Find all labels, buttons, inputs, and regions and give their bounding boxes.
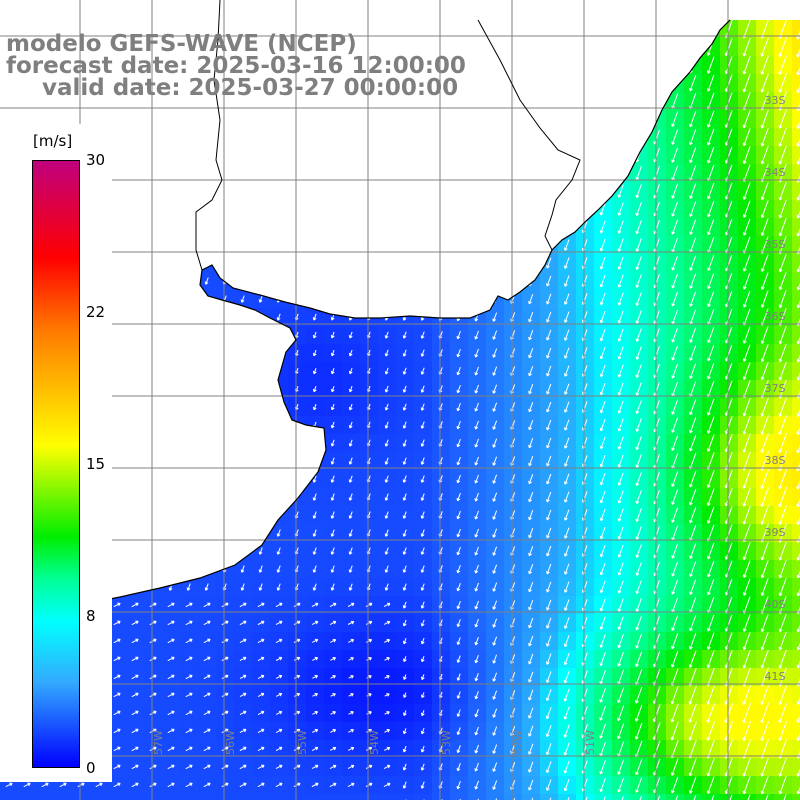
lat-label: 40S	[765, 598, 786, 611]
lon-label: 57W	[152, 730, 165, 755]
lat-label: 37S	[765, 382, 786, 395]
lat-label: 33S	[765, 94, 786, 107]
lon-label: 55W	[296, 730, 309, 755]
colorbar-label-0: 0	[86, 759, 96, 777]
lat-label: 38S	[765, 454, 786, 467]
lon-label: 52W	[512, 730, 525, 755]
colorbar-label-8: 8	[86, 607, 96, 625]
lat-label: 36S	[765, 310, 786, 323]
lat-label: 39S	[765, 526, 786, 539]
valid-date: valid date: 2025-03-27 00:00:00	[42, 75, 459, 101]
colorbar-unit: [m/s]	[33, 132, 73, 150]
colorbar-label-15: 15	[86, 455, 106, 473]
coastline	[0, 19, 731, 617]
lon-label: 56W	[224, 730, 237, 755]
lon-label: 53W	[440, 730, 453, 755]
lat-label: 34S	[765, 166, 786, 179]
river-border-west	[195, 0, 223, 271]
colorbar	[32, 160, 80, 768]
lon-label: 51W	[584, 730, 597, 755]
lat-label: 35S	[765, 238, 786, 251]
forecast-date: forecast date: 2025-03-16 12:00:00	[6, 53, 466, 79]
colorbar-label-30: 30	[86, 151, 106, 169]
colorbar-label-22: 22	[86, 303, 106, 321]
model-title: modelo GEFS-WAVE (NCEP)	[6, 31, 357, 57]
lat-label: 41S	[765, 670, 786, 683]
land-mask	[0, 0, 800, 616]
border-uruguay	[477, 19, 581, 251]
lon-label: 54W	[368, 730, 381, 755]
